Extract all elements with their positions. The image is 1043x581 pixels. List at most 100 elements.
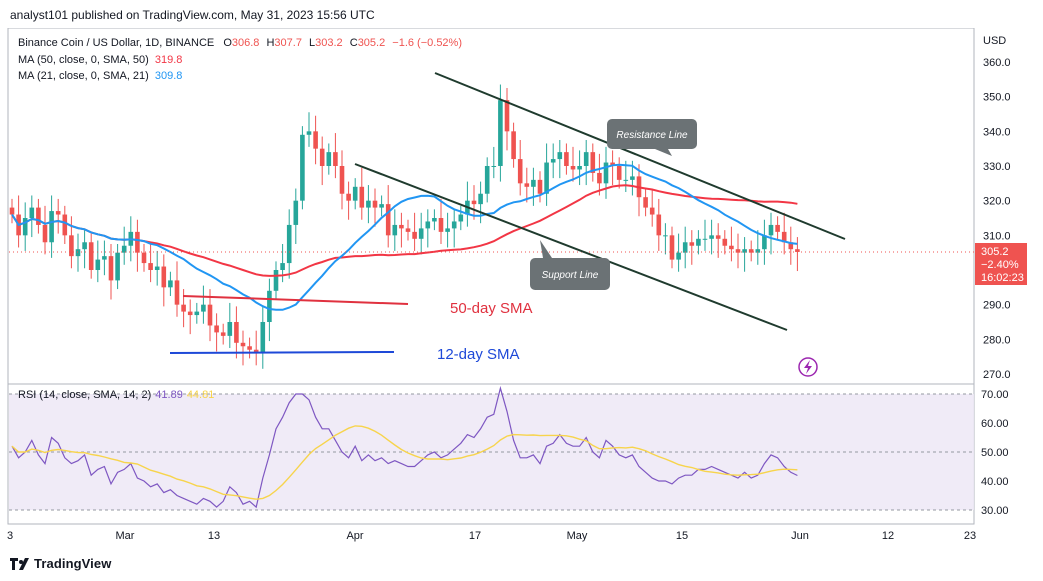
candles-group	[9, 84, 800, 369]
candle-body	[669, 235, 675, 260]
chart-area[interactable]: Resistance Line Support Line 50-day SMA …	[0, 27, 1043, 552]
candle-body	[524, 183, 530, 187]
price-tick-label: 330.0	[983, 161, 1011, 173]
legend-symbol: Binance Coin / US Dollar, 1D, BINANCE O3…	[18, 37, 462, 49]
candle-body	[352, 186, 358, 201]
candle-body	[293, 200, 299, 225]
rsi-axis[interactable]: 70.00 60.00 50.00 40.00 30.00	[981, 389, 1009, 517]
candle-body	[95, 259, 101, 270]
candle-body	[306, 131, 312, 135]
candle-body	[696, 238, 701, 246]
time-tick-label: Jun	[791, 530, 809, 542]
candle-body	[498, 100, 503, 166]
candle-body	[247, 346, 252, 350]
candle-body	[9, 207, 15, 215]
candle-body	[88, 242, 94, 270]
candle-body	[22, 218, 28, 236]
sma50-annotation-line[interactable]	[182, 295, 409, 305]
candle-body	[36, 207, 41, 225]
candle-body	[616, 166, 622, 180]
price-tick-label: 290.0	[983, 300, 1011, 312]
tradingview-logo-icon	[10, 558, 29, 570]
candle-body	[49, 211, 54, 243]
candle-body	[643, 197, 648, 208]
candle-body	[42, 224, 48, 243]
candle-body	[550, 159, 556, 163]
candle-body	[280, 263, 285, 270]
legend-rsi: RSI (14, close, SMA, 14, 2) 41.89 44.81	[18, 389, 214, 401]
candle-body	[775, 224, 780, 232]
candle-body	[788, 242, 794, 250]
candle-body	[102, 256, 107, 260]
support-callout[interactable]: Support Line	[530, 240, 610, 290]
candle-body	[729, 245, 734, 250]
candle-body	[709, 235, 714, 239]
price-axis[interactable]: 360.0350.0340.0330.0320.0310.0300.0290.0…	[983, 57, 1011, 381]
legend-ma21: MA (21, close, 0, SMA, 21) 309.8	[18, 70, 182, 82]
candle-body	[346, 193, 351, 201]
candle-body	[339, 166, 345, 194]
candle-body	[623, 179, 629, 181]
candle-body	[577, 166, 582, 170]
candle-body	[676, 252, 681, 260]
candle-body	[412, 231, 417, 239]
candle-body	[432, 218, 437, 222]
candle-body	[762, 235, 767, 250]
time-tick-label: 12	[882, 530, 894, 542]
candle-body	[385, 204, 391, 236]
candle-body	[121, 245, 127, 253]
candle-body	[201, 304, 206, 312]
price-tick-label: 350.0	[983, 92, 1011, 104]
support-line[interactable]	[354, 163, 788, 331]
candle-body	[504, 100, 510, 132]
resistance-callout-text: Resistance Line	[616, 130, 688, 141]
time-tick-label: 3	[7, 530, 13, 542]
time-tick-label: May	[567, 530, 588, 542]
candle-body	[610, 162, 615, 166]
price-chart-svg[interactable]: Resistance Line Support Line 50-day SMA …	[0, 27, 1043, 552]
candle-body	[220, 332, 226, 336]
ma50-line	[11, 184, 798, 277]
alert-lightning-icon[interactable]	[798, 357, 818, 377]
candle-body	[590, 152, 596, 173]
time-tick-label: Mar	[116, 530, 135, 542]
time-axis[interactable]: 3 Mar 13 Apr 17 May 15 Jun 12 23	[7, 530, 976, 542]
time-tick-label: 23	[964, 530, 976, 542]
resistance-line[interactable]	[434, 72, 846, 240]
rsi-line	[11, 385, 798, 509]
candle-body	[148, 263, 153, 270]
candle-body	[115, 252, 120, 281]
publish-header: analyst101 published on TradingView.com,…	[0, 0, 1043, 28]
candle-body	[735, 249, 741, 253]
candle-body	[768, 224, 774, 236]
candle-body	[267, 290, 272, 322]
currency-label: USD	[983, 35, 1006, 47]
candle-body	[55, 211, 61, 215]
candle-body	[234, 322, 239, 343]
candle-body	[425, 221, 431, 229]
candle-body	[174, 280, 180, 305]
candle-body	[537, 179, 543, 194]
price-tick-label: 310.0	[983, 230, 1011, 242]
price-tick-label: 320.0	[983, 196, 1011, 208]
candle-body	[359, 186, 365, 208]
sma12-annotation-line[interactable]	[169, 351, 395, 354]
candle-body	[168, 280, 173, 288]
legend-panel: Binance Coin / US Dollar, 1D, BINANCE O3…	[18, 37, 462, 401]
last-change: −2.40%	[981, 259, 1019, 271]
candle-body	[187, 311, 193, 316]
candle-body	[656, 214, 662, 236]
candle-body	[405, 228, 411, 232]
candle-body	[517, 159, 523, 184]
rsi-tick-label: 30.00	[981, 505, 1009, 517]
candle-body	[511, 131, 516, 160]
candle-body	[392, 224, 398, 236]
candle-body	[702, 238, 708, 240]
price-tick-label: 280.0	[983, 334, 1011, 346]
time-tick-label: 15	[676, 530, 688, 542]
candle-body	[313, 131, 318, 149]
candle-body	[300, 134, 305, 201]
resistance-callout[interactable]: Resistance Line	[607, 119, 697, 156]
candle-body	[141, 252, 147, 264]
candle-body	[715, 235, 721, 239]
